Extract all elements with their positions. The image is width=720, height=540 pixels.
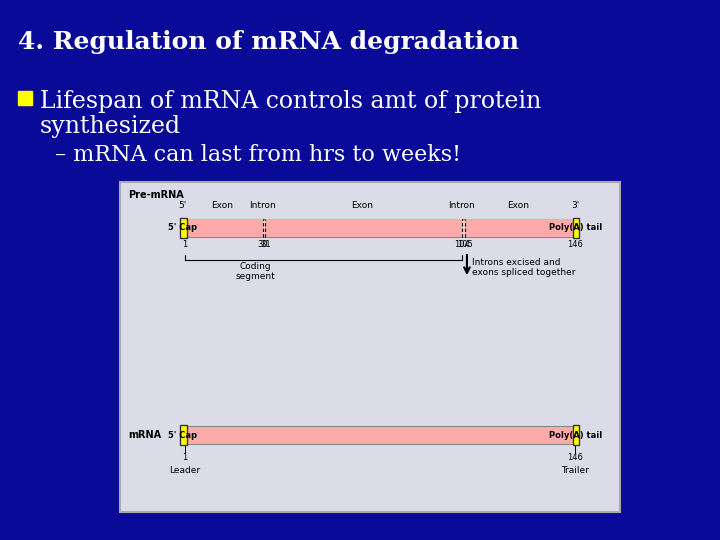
- Text: synthesized: synthesized: [40, 115, 181, 138]
- Text: 1: 1: [182, 240, 187, 249]
- Text: Poly(A) tail: Poly(A) tail: [549, 430, 603, 440]
- Bar: [182, 219, 575, 237]
- Text: 104: 104: [454, 240, 470, 249]
- Text: 5' Cap: 5' Cap: [168, 430, 197, 440]
- Text: mRNA: mRNA: [128, 430, 161, 440]
- Text: 1: 1: [182, 453, 187, 462]
- Bar: [182, 426, 575, 444]
- Text: Intron: Intron: [249, 201, 276, 210]
- Text: 5': 5': [178, 201, 186, 210]
- Text: Exon: Exon: [351, 201, 374, 210]
- Text: Lifespan of mRNA controls amt of protein: Lifespan of mRNA controls amt of protein: [40, 90, 541, 113]
- Text: 5' Cap: 5' Cap: [168, 224, 197, 233]
- Text: Coding
segment: Coding segment: [235, 262, 275, 281]
- Text: 146: 146: [567, 240, 583, 249]
- Bar: [266, 219, 462, 237]
- Text: Leader: Leader: [169, 466, 200, 475]
- Text: 30: 30: [258, 240, 268, 249]
- Text: 105: 105: [456, 240, 472, 249]
- Text: Poly(A) tail: Poly(A) tail: [549, 224, 603, 233]
- Text: Pre-mRNA: Pre-mRNA: [128, 190, 184, 200]
- Text: Intron: Intron: [449, 201, 475, 210]
- Text: 31: 31: [260, 240, 271, 249]
- Bar: [180, 218, 186, 238]
- Bar: [573, 218, 579, 238]
- Bar: [573, 425, 579, 445]
- Text: Exon: Exon: [508, 201, 529, 210]
- Text: Exon: Exon: [212, 201, 233, 210]
- Text: 4. Regulation of mRNA degradation: 4. Regulation of mRNA degradation: [18, 30, 519, 54]
- Bar: [180, 425, 186, 445]
- Bar: [18, 91, 32, 105]
- Bar: [185, 219, 263, 237]
- Text: 146: 146: [567, 453, 583, 462]
- Text: 3': 3': [571, 201, 579, 210]
- Text: Introns excised and
exons spliced together: Introns excised and exons spliced togeth…: [472, 258, 575, 278]
- Text: Trailer: Trailer: [561, 466, 589, 475]
- Text: – mRNA can last from hrs to weeks!: – mRNA can last from hrs to weeks!: [55, 144, 461, 166]
- Bar: [464, 219, 575, 237]
- FancyBboxPatch shape: [120, 182, 620, 512]
